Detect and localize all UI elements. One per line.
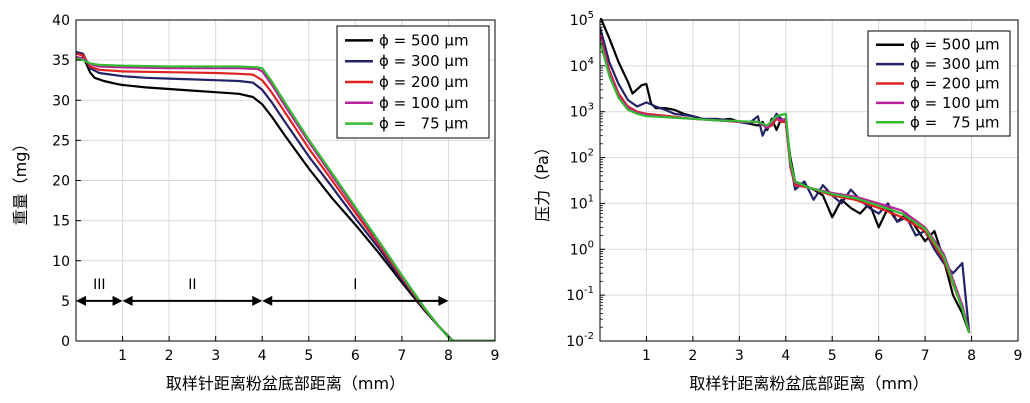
x-tick-label: 5 bbox=[828, 348, 837, 364]
x-tick-label: 2 bbox=[165, 348, 174, 364]
x-tick-label: 7 bbox=[397, 348, 406, 364]
x-tick-label: 6 bbox=[874, 348, 883, 364]
y-tick-label: 10-2 bbox=[566, 331, 594, 350]
legend-entry-4: ϕ = 75 μm bbox=[910, 113, 1000, 131]
legend-entry-0: ϕ = 500 μm bbox=[910, 36, 1000, 54]
y-tick-label: 100 bbox=[570, 239, 594, 258]
legend-entry-3: ϕ = 100 μm bbox=[379, 94, 469, 112]
legend-entry-4: ϕ = 75 μm bbox=[379, 115, 469, 133]
region-label: I bbox=[353, 277, 357, 293]
y-tick-label: 102 bbox=[570, 148, 594, 167]
y-tick-label: 103 bbox=[570, 102, 594, 121]
y-tick-label: 10 bbox=[52, 254, 70, 270]
axes-frame bbox=[599, 19, 1019, 342]
region-label: II bbox=[188, 277, 196, 293]
x-axis-label: 取样针距离粉盆底部距离（mm） bbox=[166, 374, 405, 393]
x-tick-label: 3 bbox=[735, 348, 744, 364]
x-tick-label: 9 bbox=[1014, 348, 1023, 364]
weight-chart: 1 2 3 4 5 6 7 8 9 0 5 10 15 20 25 30 35 40 取样针距离粉盆底部距离（mm）… bbox=[11, 13, 499, 393]
x-tick-label: 9 bbox=[491, 348, 500, 364]
legend-entry-2: ϕ = 200 μm bbox=[379, 73, 469, 91]
y-tick-label: 20 bbox=[52, 174, 70, 190]
y-tick-label: 40 bbox=[52, 13, 70, 29]
x-tick-label: 1 bbox=[642, 348, 651, 364]
y-axis-label: 压力（Pa） bbox=[533, 139, 552, 222]
region-annotations: III II I bbox=[76, 277, 449, 306]
y-tick-label: 35 bbox=[52, 53, 70, 69]
y-tick-label: 105 bbox=[570, 10, 594, 29]
y-axis-label: 重量（mg） bbox=[11, 136, 30, 226]
legend-entry-3: ϕ = 100 μm bbox=[910, 94, 1000, 112]
y-tick-label: 25 bbox=[52, 133, 70, 149]
y-tick-label: 0 bbox=[61, 334, 70, 350]
x-tick-label: 4 bbox=[258, 348, 267, 364]
y-tick-label: 15 bbox=[52, 214, 70, 230]
series-line-4 bbox=[76, 57, 495, 341]
region-arrow-head-right bbox=[252, 295, 263, 306]
x-tick-label: 1 bbox=[118, 348, 127, 364]
x-tick-label: 8 bbox=[967, 348, 976, 364]
x-tick-label: 4 bbox=[781, 348, 790, 364]
legend-entry-0: ϕ = 500 μm bbox=[379, 31, 469, 49]
x-tick-label: 3 bbox=[211, 348, 220, 364]
region-arrow-head-left bbox=[262, 295, 273, 306]
region-arrow-head-right bbox=[438, 295, 449, 306]
series-line-4 bbox=[600, 40, 971, 334]
x-tick-label: 2 bbox=[688, 348, 697, 364]
y-tick-label: 101 bbox=[570, 193, 594, 212]
region-arrow-head-left bbox=[122, 295, 133, 306]
x-tick-label: 7 bbox=[921, 348, 930, 364]
region-arrow-head-left bbox=[76, 295, 86, 306]
y-tick-label: 10-1 bbox=[566, 285, 594, 304]
x-axis-label: 取样针距离粉盆底部距离（mm） bbox=[689, 374, 928, 393]
series-group bbox=[76, 51, 495, 341]
series-group bbox=[600, 18, 971, 334]
y-tick-label: 30 bbox=[52, 93, 70, 109]
legend-entry-2: ϕ = 200 μm bbox=[910, 75, 1000, 93]
legend: ϕ = 500 μmϕ = 300 μm ϕ = 200 μmϕ = 100 μm… bbox=[867, 30, 1011, 137]
region-label: III bbox=[93, 277, 105, 293]
legend: ϕ = 500 μm ϕ = 300 μm ϕ = 200 μm ϕ = 100 μm… bbox=[336, 25, 490, 139]
x-tick-label: 8 bbox=[444, 348, 453, 364]
x-tick-label: 6 bbox=[351, 348, 360, 364]
region-arrow-head-right bbox=[112, 295, 123, 306]
y-tick-label: 5 bbox=[61, 294, 70, 310]
legend-entry-1: ϕ = 300 μm bbox=[910, 55, 1000, 73]
y-tick-label: 104 bbox=[570, 56, 594, 75]
legend-entry-1: ϕ = 300 μm bbox=[379, 52, 469, 70]
x-tick-label: 5 bbox=[304, 348, 313, 364]
pressure-chart: 1 2 3 4 5 6 7 8 9 10-2 10-1 100 101 102 103 104 105 取样针距离… bbox=[533, 10, 1022, 393]
